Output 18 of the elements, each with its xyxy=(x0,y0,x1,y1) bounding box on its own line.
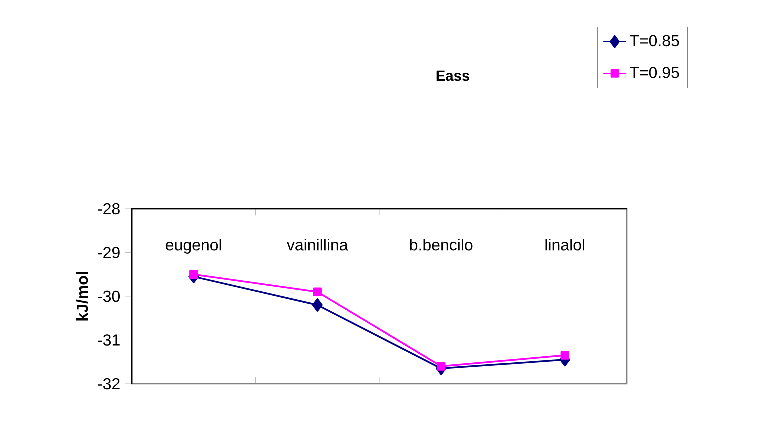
x-tick-label: eugenol xyxy=(166,239,222,254)
y-tick-label: -30 xyxy=(98,290,120,302)
x-tick-label: vainillina xyxy=(287,239,348,251)
y-tick-label: -31 xyxy=(98,334,120,346)
point xyxy=(437,362,446,371)
x-tick-label: b.bencilo xyxy=(410,239,473,251)
x-tick-label: linalol xyxy=(546,239,584,251)
point xyxy=(313,288,322,296)
point xyxy=(312,298,323,312)
legend-label: T=0.85 xyxy=(630,35,680,47)
point xyxy=(560,351,570,360)
y-tick-label: -28 xyxy=(98,203,120,215)
y-tick-label: -32 xyxy=(98,378,120,390)
chart-title: Eass xyxy=(436,70,470,82)
y-tick-label: -29 xyxy=(98,247,120,258)
point xyxy=(190,270,198,279)
y-axis-title: kJ/mol xyxy=(76,272,88,321)
legend-label: T=0.95 xyxy=(630,67,680,78)
